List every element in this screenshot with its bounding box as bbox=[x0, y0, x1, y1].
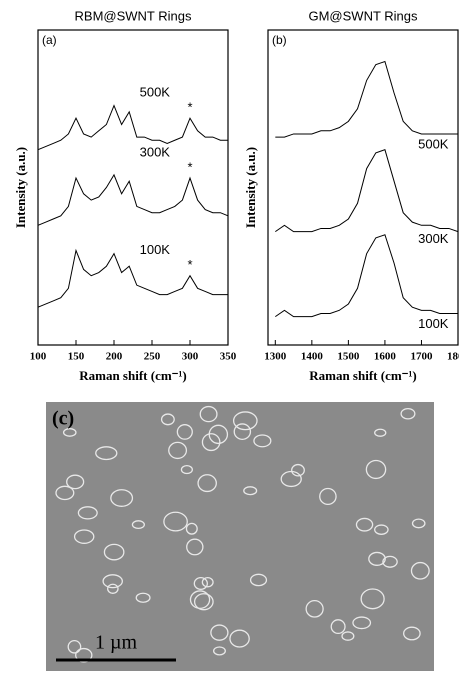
x-tick-label: 1800 bbox=[447, 351, 459, 363]
plot-frame bbox=[37, 29, 229, 346]
ring bbox=[135, 592, 151, 603]
x-tick-label: 100 bbox=[30, 351, 47, 363]
ring bbox=[62, 428, 77, 437]
ring bbox=[410, 561, 430, 580]
ring bbox=[374, 428, 387, 437]
x-axis-label: Raman shift (cm⁻¹) bbox=[309, 368, 417, 383]
x-tick-label: 300 bbox=[182, 351, 199, 363]
x-tick-label: 350 bbox=[220, 351, 237, 363]
spectrum bbox=[275, 149, 459, 233]
ring bbox=[411, 518, 426, 529]
ring bbox=[403, 626, 421, 641]
ring bbox=[201, 577, 214, 588]
ring bbox=[319, 487, 337, 506]
ring bbox=[233, 423, 252, 440]
series-label: 500K bbox=[140, 85, 171, 100]
ring bbox=[73, 529, 95, 544]
x-tick-label: 1500 bbox=[337, 351, 360, 363]
series-label: 300K bbox=[418, 231, 449, 246]
ring bbox=[180, 465, 193, 475]
series-label: 100K bbox=[418, 316, 449, 331]
ring bbox=[95, 446, 118, 461]
chart-title: GM@SWNT Rings bbox=[308, 8, 418, 23]
series-label: 100K bbox=[140, 242, 171, 257]
spectrum bbox=[275, 60, 458, 138]
x-tick-label: 1700 bbox=[410, 351, 433, 363]
panel-label: (a) bbox=[42, 33, 57, 47]
ring bbox=[330, 619, 346, 635]
x-axis-label: Raman shift (cm⁻¹) bbox=[79, 368, 187, 383]
panel-label: (c) bbox=[52, 408, 74, 430]
ring bbox=[197, 474, 217, 493]
annotation: * bbox=[187, 100, 192, 115]
ring bbox=[305, 599, 324, 618]
ring bbox=[189, 590, 211, 610]
x-tick-label: 1600 bbox=[374, 351, 397, 363]
spectrum bbox=[37, 248, 228, 308]
ring bbox=[107, 583, 119, 594]
x-tick-label: 1300 bbox=[264, 351, 287, 363]
ring bbox=[193, 593, 214, 611]
ring bbox=[102, 574, 123, 589]
ring bbox=[201, 433, 221, 452]
chart-title: RBM@SWNT Rings bbox=[75, 8, 192, 23]
ring bbox=[352, 616, 372, 630]
ring bbox=[199, 405, 218, 423]
ring bbox=[55, 485, 75, 501]
ring bbox=[185, 522, 198, 535]
ring bbox=[382, 555, 398, 568]
ring bbox=[67, 639, 82, 654]
ring bbox=[243, 486, 258, 496]
x-tick-label: 1400 bbox=[301, 351, 324, 363]
ring bbox=[249, 573, 268, 587]
ring bbox=[163, 511, 188, 532]
spectrum bbox=[275, 234, 458, 318]
x-tick-label: 200 bbox=[106, 351, 123, 363]
annotation: * bbox=[187, 159, 192, 174]
ring bbox=[291, 463, 305, 477]
ring bbox=[186, 538, 204, 556]
ring bbox=[229, 629, 250, 648]
ring bbox=[176, 424, 193, 440]
ring bbox=[232, 411, 258, 431]
ring bbox=[355, 517, 374, 532]
ring bbox=[253, 434, 272, 448]
ring bbox=[131, 520, 145, 530]
ring bbox=[212, 646, 226, 656]
ring bbox=[103, 543, 125, 561]
spectrum bbox=[37, 173, 229, 226]
ring bbox=[368, 551, 386, 566]
x-tick-label: 250 bbox=[144, 351, 161, 363]
ring bbox=[77, 506, 98, 520]
ring bbox=[110, 489, 134, 507]
rings bbox=[55, 405, 430, 663]
ring bbox=[210, 624, 229, 641]
ring bbox=[66, 474, 85, 490]
ring bbox=[75, 647, 93, 663]
ring bbox=[168, 441, 188, 460]
ring bbox=[374, 524, 389, 535]
y-axis-label: Intensity (a.u.) bbox=[13, 147, 28, 228]
y-axis-label: Intensity (a.u.) bbox=[243, 147, 258, 228]
plot-frame bbox=[267, 29, 459, 346]
ring bbox=[193, 577, 208, 590]
ring bbox=[341, 631, 355, 641]
scale-label: 1 µm bbox=[95, 632, 138, 654]
ring bbox=[365, 459, 387, 480]
ring bbox=[400, 407, 416, 420]
spectrum bbox=[37, 104, 228, 151]
ring bbox=[160, 413, 175, 426]
series-label: 500K bbox=[418, 137, 449, 152]
ring bbox=[360, 588, 385, 610]
series-label: 300K bbox=[140, 144, 171, 159]
x-tick-label: 150 bbox=[68, 351, 85, 363]
panel-label: (b) bbox=[272, 33, 287, 47]
annotation: * bbox=[187, 257, 192, 272]
